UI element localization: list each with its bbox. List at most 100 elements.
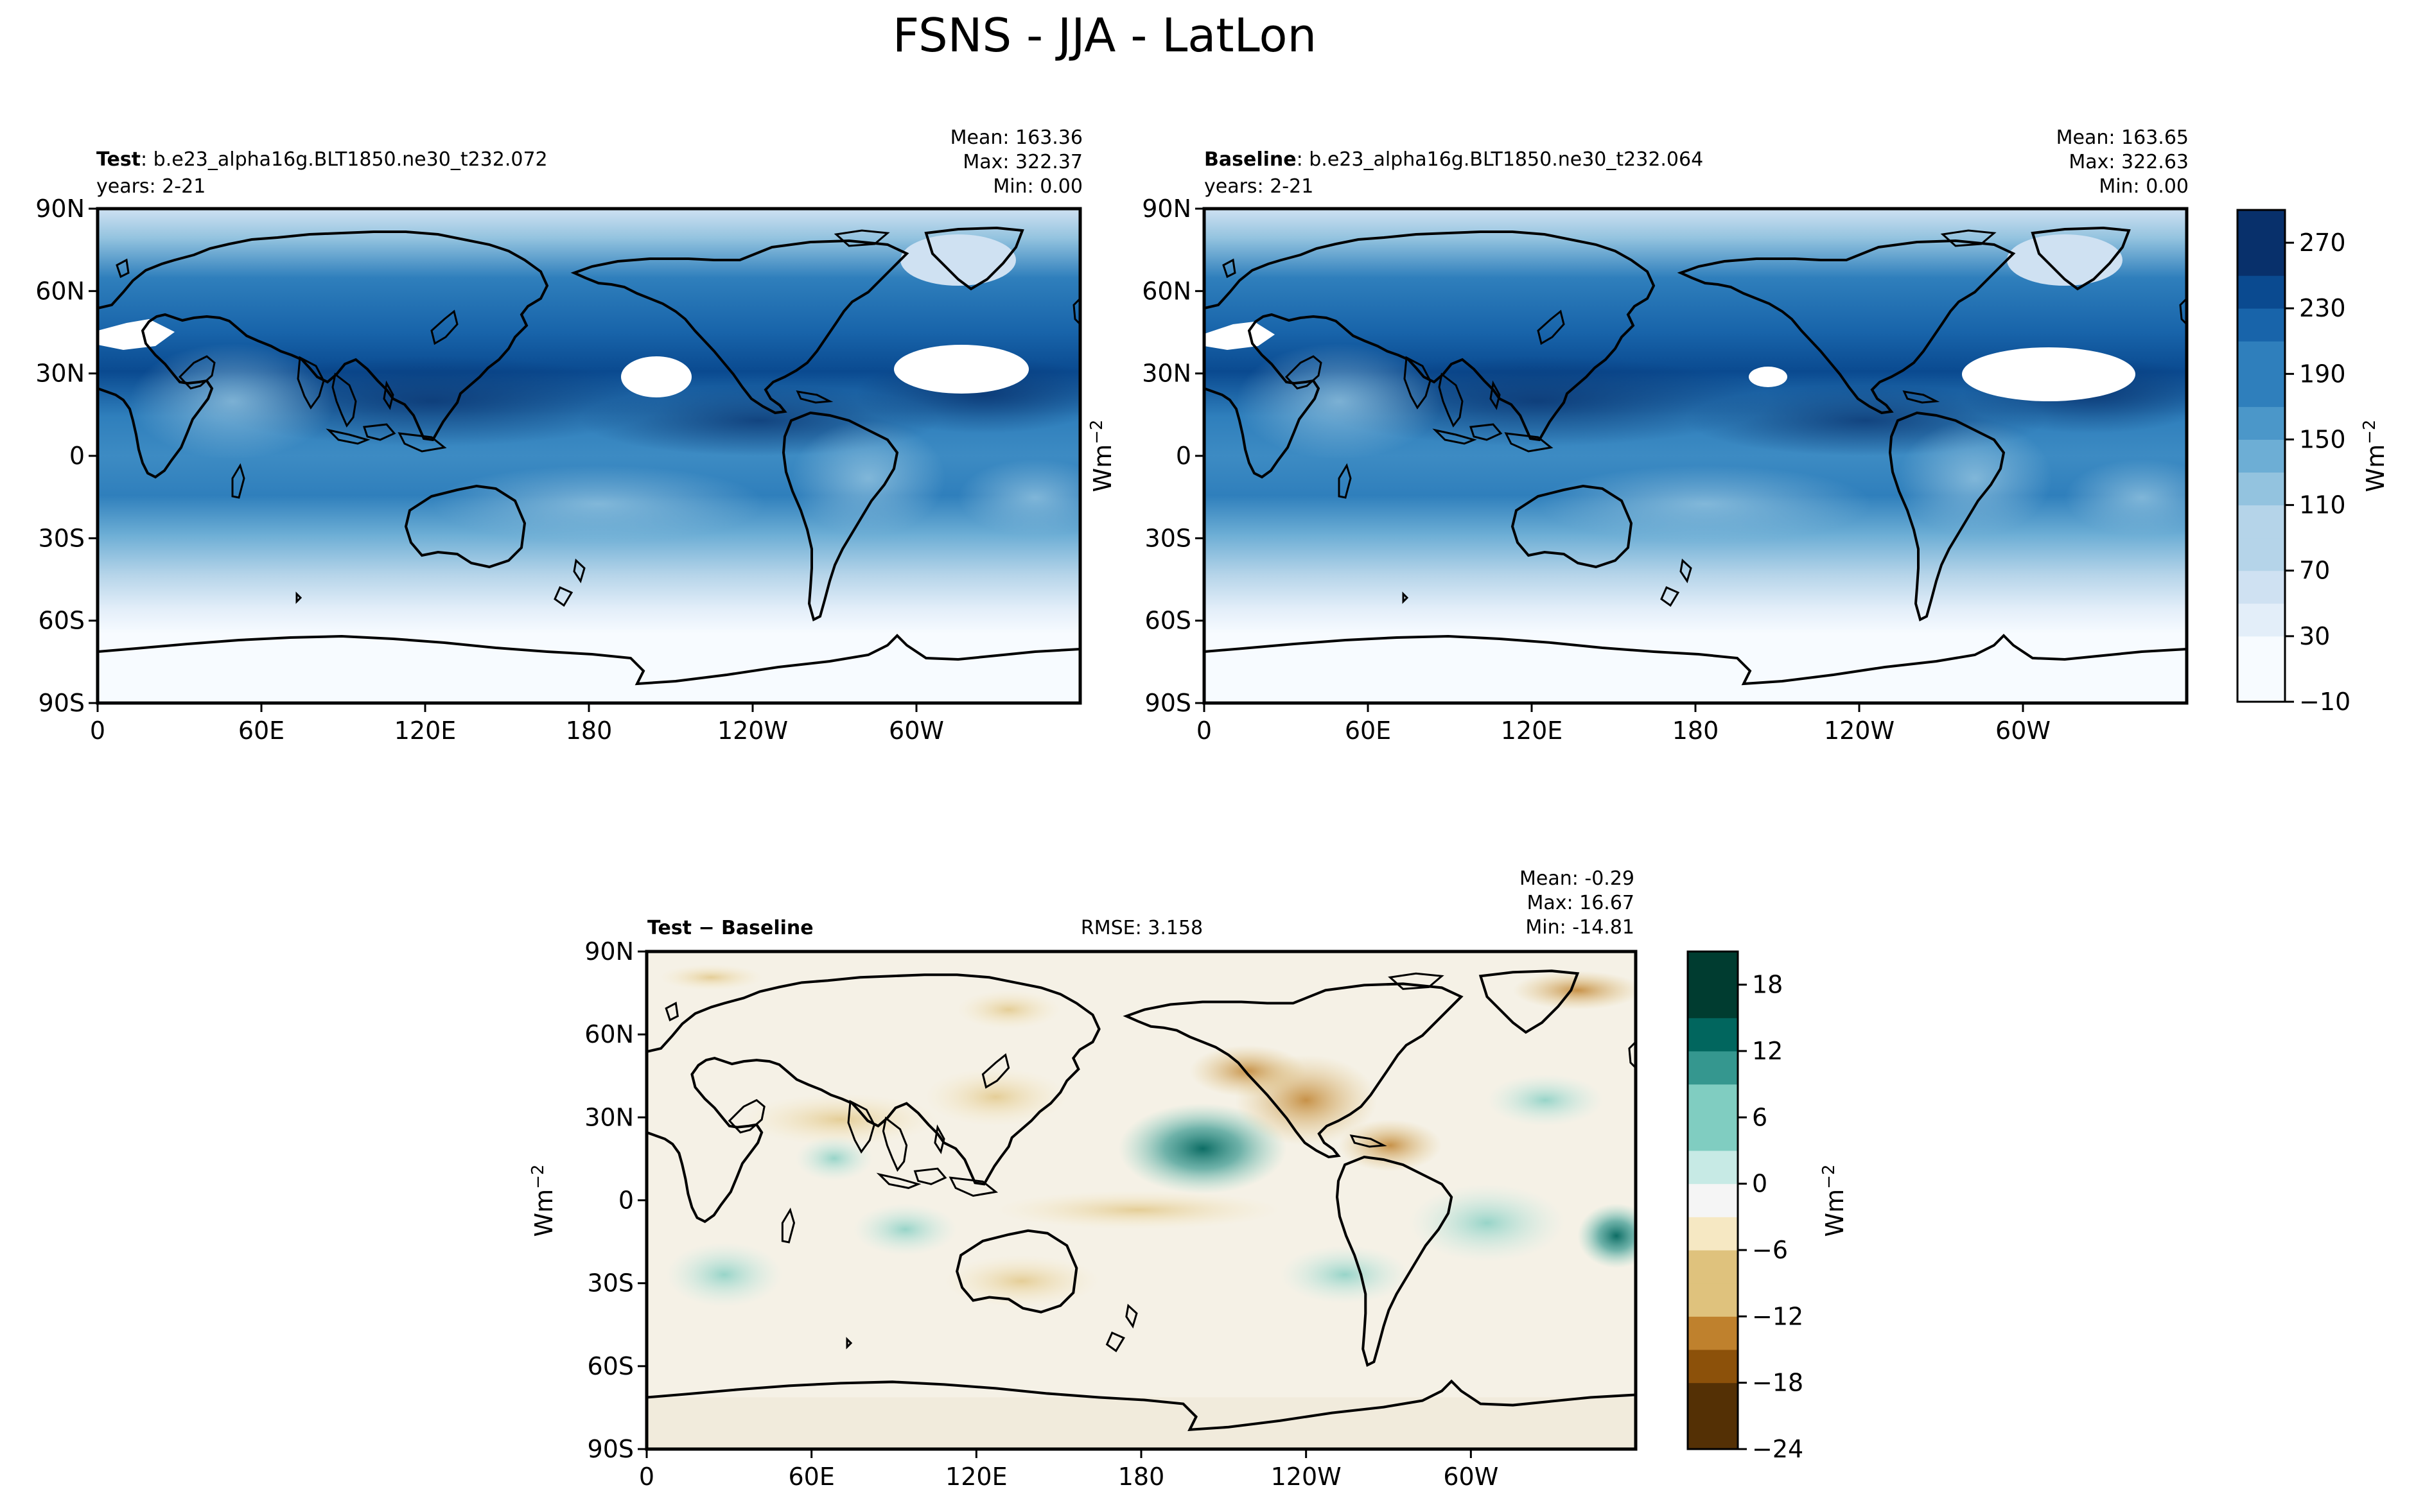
lon-tick-label: 60E [1345,717,1391,745]
lat-tick-label: 60S [39,607,85,635]
test-lon-axis: 0 60E 120E 180 120W 60W [90,703,944,745]
colorbar-band [1688,1084,1738,1118]
test-lat-axis: 90N 60N 30N 0 30S 60S 90S [35,195,98,717]
colorbar-tick-label: 6 [1752,1103,1767,1131]
test-years: years: 2-21 [96,175,206,198]
colorbar-band [1688,1117,1738,1151]
lon-tick-label: 0 [1196,717,1212,745]
lat-tick-label: 90N [584,937,634,966]
colorbar-band [2237,537,2285,571]
lon-tick-label: 60E [788,1463,834,1491]
diff-max: Max: 16.67 [1527,892,1634,914]
diff-units-base: Wm [530,1189,558,1237]
diff-panel: Test − Baseline RMSE: 3.158 Mean: -0.29 … [529,867,1638,1491]
diff-units-exp: −2 [529,1165,548,1189]
lon-tick-label: 120E [1501,717,1563,745]
colorbar-band [1688,1051,1738,1085]
lon-tick-label: 120E [945,1463,1008,1491]
colorbar-band [1688,1350,1738,1384]
lat-tick-label: 0 [69,442,85,470]
colorbar-tick-label: 18 [1752,971,1783,999]
baseline-panel: Baseline: b.e23_alpha16g.BLT1850.ne30_t2… [1087,126,2189,745]
diff-mean: Mean: -0.29 [1519,867,1634,890]
colorbar-tick-label: 270 [2299,229,2346,257]
top-colorbar-units-exp: −2 [2360,420,2379,444]
test-mean: Mean: 163.36 [950,126,1083,149]
figure-title: FSNS - JJA - LatLon [893,8,1317,62]
lat-tick-label: 30S [39,524,85,552]
baseline-units-label: Wm−2 [1087,420,1117,492]
lat-tick-label: 0 [618,1186,634,1215]
lat-tick-label: 60N [584,1020,634,1048]
baseline-min: Min: 0.00 [2099,175,2189,198]
lat-tick-label: 30N [35,360,85,388]
top-colorbar-units-label: Wm−2 [2360,420,2390,492]
baseline-panel-label: Baseline: b.e23_alpha16g.BLT1850.ne30_t2… [1204,148,1703,171]
baseline-lat-axis: 90N 60N 30N 0 30S 60S 90S [1142,195,1204,717]
colorbar-tick-label: 12 [1752,1037,1783,1065]
colorbar-band [2237,505,2285,539]
lon-tick-label: 60W [1443,1463,1498,1491]
lat-tick-label: 60N [35,277,85,305]
colorbar-band [2237,439,2285,473]
colorbar-band [1688,1151,1738,1185]
diff-lat-axis: 90N 60N 30N 0 30S 60S 90S [584,937,647,1463]
diff-colorbar-swatches [1688,952,1738,1450]
diff-min: Min: -14.81 [1525,916,1634,939]
colorbar-band [1688,952,1738,986]
colorbar-tick-label: 150 [2299,425,2346,453]
baseline-lon-axis: 0 60E 120E 180 120W 60W [1196,703,2051,745]
baseline-max: Max: 322.63 [2069,151,2189,173]
lat-tick-label: 90S [39,689,85,717]
diff-units-label: Wm−2 [529,1165,558,1237]
lat-tick-label: 30S [588,1269,634,1298]
lon-tick-label: 180 [1672,717,1719,745]
baseline-label-case: : b.e23_alpha16g.BLT1850.ne30_t232.064 [1297,148,1704,171]
colorbar-band [1688,1250,1738,1284]
colorbar-band [1688,1018,1738,1052]
lat-tick-label: 90N [1142,195,1191,223]
test-max: Max: 322.37 [963,151,1083,173]
lon-tick-label: 60W [1995,717,2051,745]
colorbar-tick-label: −18 [1752,1369,1803,1397]
lon-tick-label: 120W [717,717,788,745]
colorbar-band [1688,984,1738,1018]
colorbar-band [2237,406,2285,440]
diff-lon-axis: 0 60E 120E 180 120W 60W [639,1449,1498,1491]
test-label-bold: Test [96,148,141,171]
diff-colorbar-units-base: Wm [1821,1189,1849,1237]
baseline-map [1204,209,2187,703]
test-min: Min: 0.00 [993,175,1083,198]
lat-tick-label: 60N [1142,277,1191,305]
top-colorbar: 270 230 190 150 110 70 30 −10 Wm−2 [2236,209,2390,716]
colorbar-band [2237,603,2285,637]
colorbar-tick-label: 230 [2299,294,2346,322]
diff-colorbar-ticks: 18 12 6 0 −6 −12 −18 −24 [1738,971,1803,1463]
colorbar-band [2237,308,2285,342]
colorbar-band [2237,341,2285,374]
baseline-missing-region-europe [1204,322,1275,350]
diff-rmse: RMSE: 3.158 [1081,917,1203,939]
colorbar-band [1688,1217,1738,1251]
lon-tick-label: 60W [889,717,944,745]
baseline-label-bold: Baseline [1204,148,1297,171]
top-colorbar-frame [2236,209,2286,703]
lat-tick-label: 60S [588,1352,634,1380]
lon-tick-label: 120W [1271,1463,1342,1491]
diff-colorbar-frame [1686,950,1739,1450]
diff-colorbar: 18 12 6 0 −6 −12 −18 −24 Wm−2 [1686,950,1849,1463]
lat-tick-label: 90N [35,195,85,223]
baseline-missing-region-atlantic [1962,347,2135,401]
lat-tick-label: 0 [1176,442,1191,470]
colorbar-band [2237,243,2285,276]
test-panel: Test: b.e23_alpha16g.BLT1850.ne30_t232.0… [35,126,1083,745]
colorbar-band [2237,668,2285,702]
colorbar-band [2237,374,2285,407]
colorbar-tick-label: 30 [2299,622,2330,650]
lon-tick-label: 180 [1118,1463,1165,1491]
baseline-units-exp: −2 [1087,420,1107,444]
colorbar-tick-label: −24 [1752,1435,1803,1463]
colorbar-band [2237,210,2285,243]
diff-panel-label: Test − Baseline [647,917,814,939]
